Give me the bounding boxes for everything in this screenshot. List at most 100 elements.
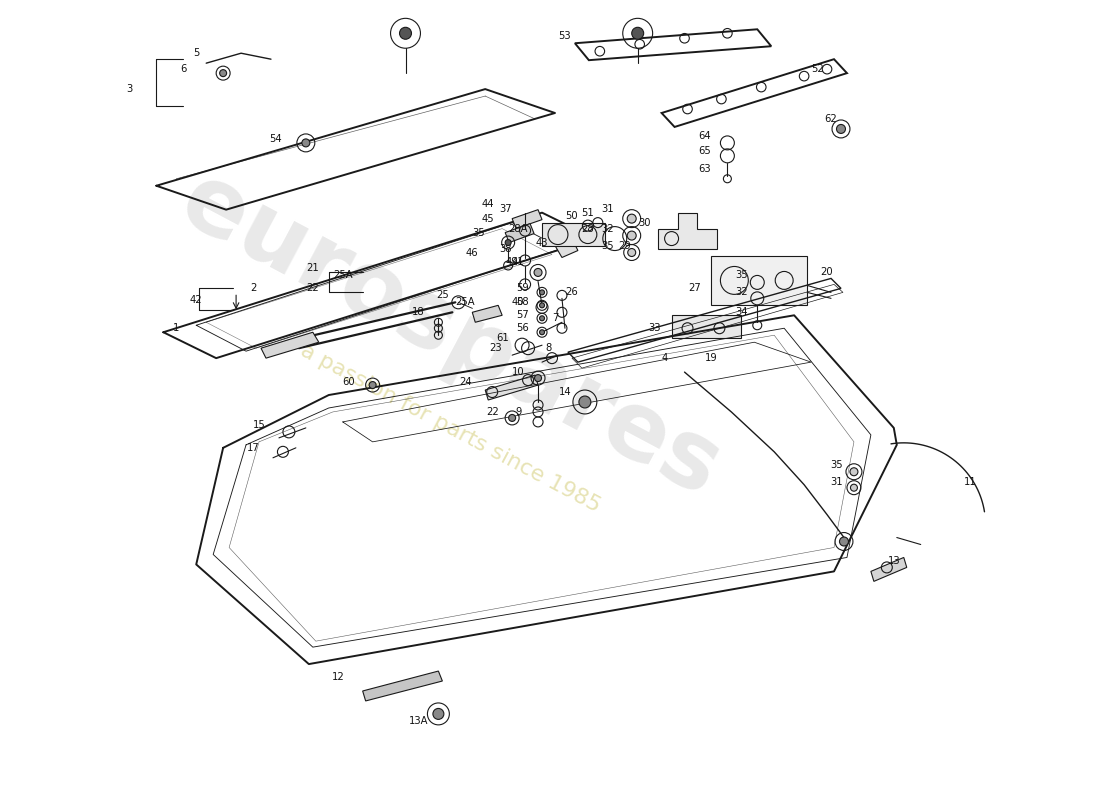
Text: 14: 14 (559, 387, 571, 397)
Circle shape (399, 27, 411, 39)
Text: 64: 64 (698, 131, 711, 141)
Circle shape (850, 484, 857, 491)
Polygon shape (261, 332, 319, 358)
Text: 33: 33 (648, 323, 661, 334)
Circle shape (836, 125, 846, 134)
Text: 35: 35 (472, 227, 485, 238)
Circle shape (539, 316, 544, 321)
Text: 37: 37 (498, 204, 512, 214)
Circle shape (301, 139, 310, 147)
Text: 19: 19 (705, 353, 718, 363)
Text: 5: 5 (192, 48, 199, 58)
Text: 46: 46 (466, 247, 478, 258)
Text: 63: 63 (698, 164, 711, 174)
Text: 58: 58 (516, 298, 528, 307)
Circle shape (579, 396, 591, 408)
Text: 50: 50 (565, 210, 579, 221)
Text: 49: 49 (506, 258, 518, 267)
Polygon shape (513, 210, 542, 229)
Text: 51: 51 (582, 208, 594, 218)
Text: 28A: 28A (508, 223, 528, 234)
Text: 3: 3 (126, 84, 133, 94)
Text: 8: 8 (544, 343, 551, 353)
Text: 12: 12 (332, 672, 345, 682)
Text: 60: 60 (342, 377, 355, 387)
Text: 2: 2 (250, 283, 256, 294)
Polygon shape (472, 306, 503, 322)
Text: 21: 21 (307, 263, 319, 274)
Text: 57: 57 (516, 310, 528, 320)
Polygon shape (871, 558, 906, 582)
Text: 25A: 25A (455, 298, 475, 307)
Circle shape (628, 249, 636, 257)
Circle shape (220, 70, 227, 77)
Text: 22: 22 (486, 407, 498, 417)
Text: 1: 1 (173, 323, 179, 334)
Text: 31: 31 (602, 204, 614, 214)
Circle shape (850, 468, 858, 476)
Text: 56: 56 (516, 323, 528, 334)
Text: 18: 18 (412, 307, 425, 318)
Text: 41: 41 (512, 258, 525, 267)
Text: 35: 35 (602, 241, 614, 250)
Polygon shape (485, 375, 538, 400)
Text: 6: 6 (180, 64, 187, 74)
Text: 4: 4 (661, 353, 668, 363)
Text: 52: 52 (811, 64, 824, 74)
Polygon shape (672, 315, 741, 338)
Text: 34: 34 (735, 307, 748, 318)
Text: 25: 25 (436, 290, 449, 300)
Circle shape (535, 269, 542, 277)
Text: 40: 40 (512, 298, 525, 307)
Text: 23: 23 (488, 343, 502, 353)
Text: 7: 7 (552, 314, 558, 323)
Circle shape (631, 27, 644, 39)
Text: eurospares: eurospares (165, 154, 736, 516)
Polygon shape (542, 222, 605, 246)
Text: 10: 10 (512, 367, 525, 377)
Polygon shape (556, 238, 578, 258)
Text: 9: 9 (515, 407, 521, 417)
Text: 15: 15 (253, 420, 265, 430)
Text: 38: 38 (499, 243, 512, 254)
Text: 44: 44 (482, 198, 495, 209)
Circle shape (508, 414, 516, 422)
Polygon shape (505, 224, 535, 242)
Circle shape (539, 303, 544, 308)
Text: 13: 13 (888, 557, 900, 566)
Text: 62: 62 (825, 114, 837, 124)
Circle shape (839, 537, 848, 546)
Text: 65: 65 (698, 146, 711, 156)
Circle shape (539, 330, 544, 334)
Polygon shape (363, 671, 442, 701)
Circle shape (627, 214, 636, 223)
Circle shape (505, 239, 512, 246)
Text: 53: 53 (559, 31, 571, 42)
Text: 30: 30 (638, 218, 651, 228)
Circle shape (627, 231, 636, 240)
Text: 42: 42 (190, 295, 202, 306)
Text: 45: 45 (482, 214, 495, 224)
Circle shape (433, 709, 444, 719)
Text: 25A: 25A (333, 270, 352, 281)
Circle shape (535, 374, 541, 382)
Text: 32: 32 (735, 287, 748, 298)
Text: 20: 20 (821, 267, 834, 278)
Text: a passion for parts since 1985: a passion for parts since 1985 (297, 340, 604, 516)
Text: 35: 35 (735, 270, 748, 281)
Text: 35: 35 (830, 460, 844, 470)
Text: 29: 29 (618, 241, 631, 250)
Text: 17: 17 (246, 443, 260, 453)
Text: 24: 24 (459, 377, 472, 387)
Polygon shape (658, 213, 717, 249)
Text: 31: 31 (830, 477, 844, 486)
Text: 26: 26 (565, 287, 579, 298)
Text: 22: 22 (307, 283, 319, 294)
Text: 27: 27 (689, 283, 701, 294)
Circle shape (539, 290, 544, 295)
Text: 11: 11 (965, 477, 977, 486)
Text: 32: 32 (602, 223, 614, 234)
Text: 61: 61 (496, 334, 508, 343)
Text: 54: 54 (270, 134, 283, 144)
Polygon shape (712, 255, 807, 306)
